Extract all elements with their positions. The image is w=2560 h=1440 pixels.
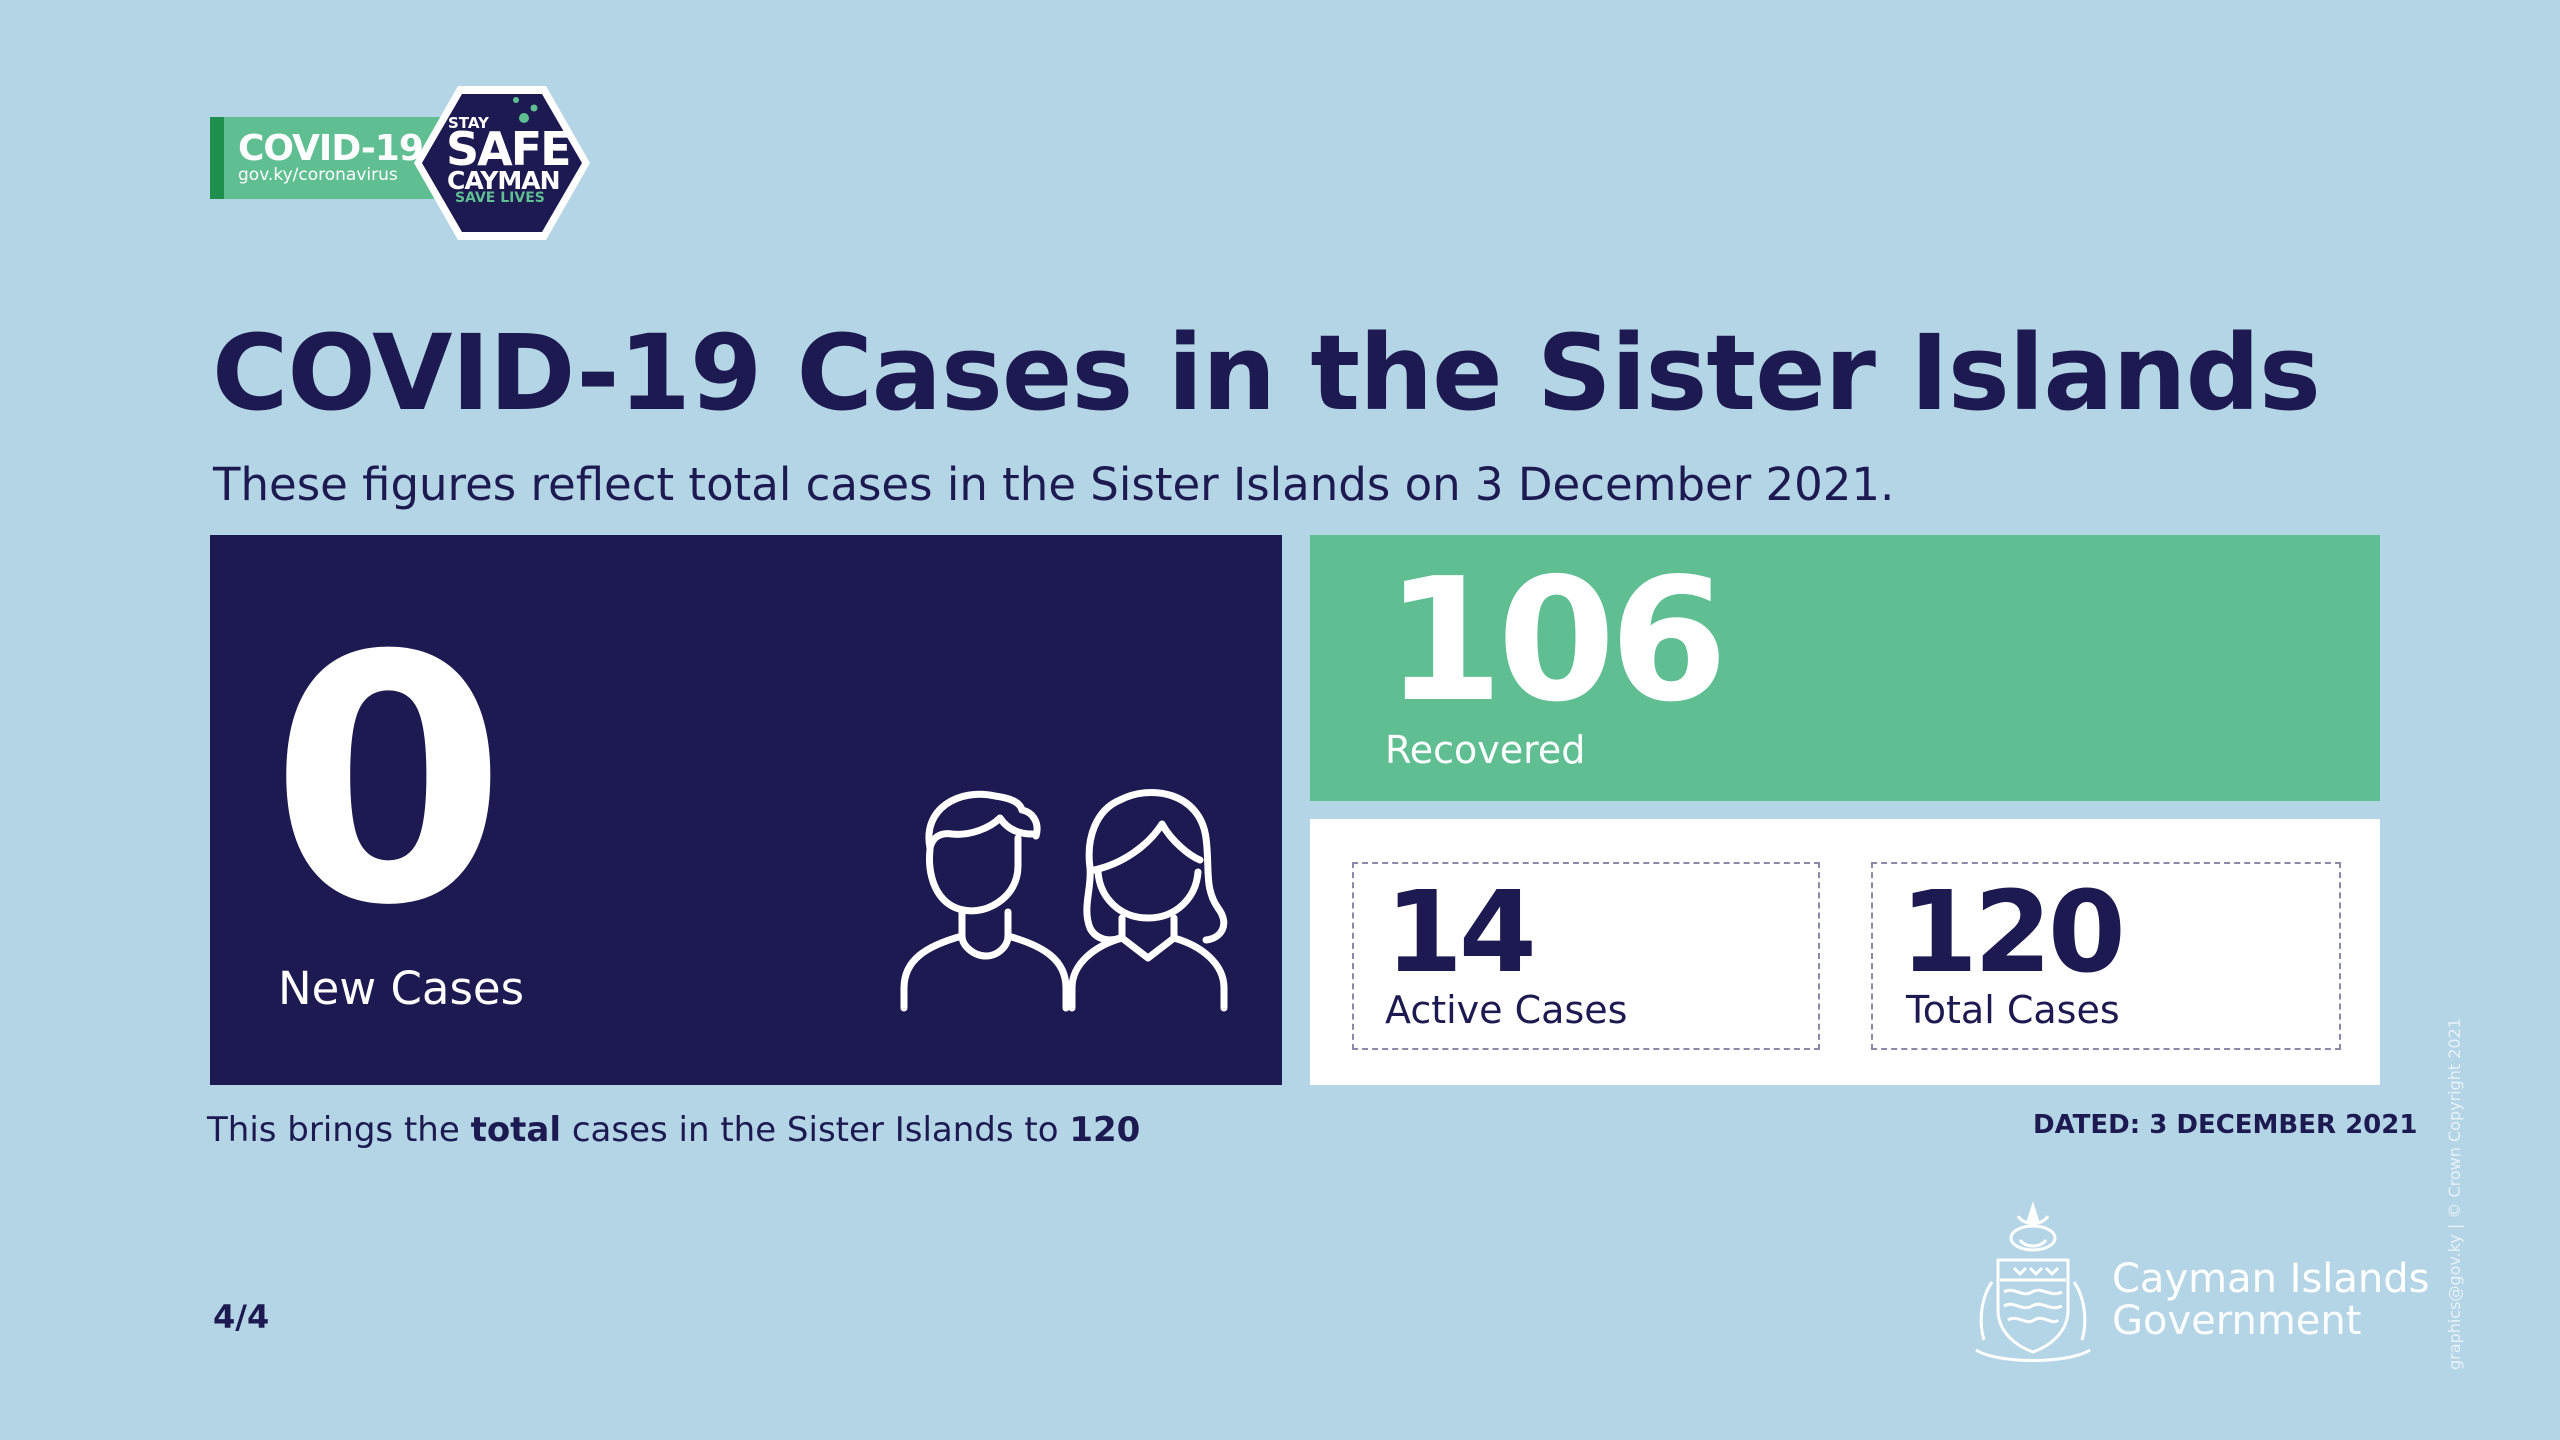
logo-stay: STAY [448, 114, 489, 132]
summary-bold-word: total [470, 1110, 562, 1150]
government-name-line2: Government [2112, 1298, 2362, 1344]
summary-prefix: This brings the [207, 1110, 471, 1150]
page-title: COVID-19 Cases in the Sister Islands [212, 312, 2321, 434]
new-cases-label: New Cases [278, 962, 525, 1015]
government-name-line1: Cayman Islands [2112, 1256, 2430, 1302]
active-cases-value: 14 [1385, 868, 1537, 998]
people-icon [900, 789, 1228, 1012]
page-subtitle: These figures reflect total cases in the… [213, 458, 1895, 511]
summary-value: 120 [1069, 1110, 1141, 1150]
summary-middle: cases in the Sister Islands to [561, 1110, 1070, 1150]
new-cases-value: 0 [270, 584, 507, 980]
summary-line: This brings the total cases in the Siste… [207, 1110, 1140, 1150]
logo-save-lives: SAVE LIVES [455, 190, 545, 206]
recovered-panel [1310, 535, 2380, 801]
logo-safe: SAFE [446, 122, 572, 176]
logo-covid-strip [210, 117, 440, 199]
recovered-value: 106 [1385, 542, 1728, 740]
total-cases-value: 120 [1900, 868, 2126, 998]
logo-cayman: CAYMAN [447, 166, 561, 195]
total-cases-box [1871, 862, 2341, 1050]
coat-of-arms-icon [1975, 1200, 2091, 1362]
logo-url: gov.ky/coronavirus [238, 165, 398, 185]
logo-covid-title: COVID-19 [238, 128, 424, 169]
dated-label: DATED: 3 DECEMBER 2021 [2033, 1110, 2418, 1140]
page-number: 4/4 [213, 1298, 270, 1336]
active-cases-box [1352, 862, 1820, 1050]
stay-safe-hexagon-icon [414, 86, 590, 240]
copyright-credit: graphics@gov.ky | © Crown Copyright 2021 [2445, 1018, 2464, 1370]
active-cases-label: Active Cases [1385, 988, 1628, 1032]
recovered-label: Recovered [1385, 728, 1586, 772]
total-cases-label: Total Cases [1906, 988, 2120, 1032]
